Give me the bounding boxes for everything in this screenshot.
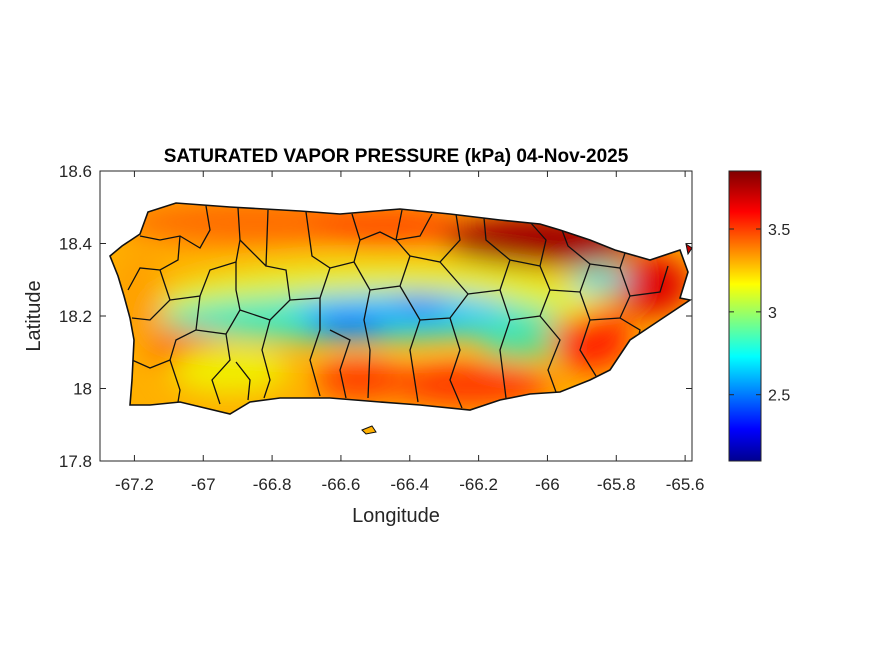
x-tick-label: -66.2 xyxy=(459,475,498,494)
x-tick-label: -66.4 xyxy=(390,475,429,494)
x-tick-label: -66 xyxy=(535,475,560,494)
warm-north-center xyxy=(310,206,470,246)
y-tick-label: 18.6 xyxy=(59,162,92,181)
hot-east xyxy=(610,255,690,315)
x-tick-label: -65.8 xyxy=(597,475,636,494)
colorbar-tick-label: 2.5 xyxy=(768,388,790,405)
y-axis-label: Latitude xyxy=(23,280,45,351)
x-tick-label: -66.8 xyxy=(253,475,292,494)
cool-east-ridge xyxy=(570,268,630,292)
colorbar-ticks: 2.5 3 3.5 xyxy=(729,222,790,405)
x-tick-label: -67 xyxy=(191,475,216,494)
hot-southeast xyxy=(550,310,630,370)
x-tick-label: -66.6 xyxy=(322,475,361,494)
warm-south-coast-1 xyxy=(390,365,550,405)
colorbar-tick-label: 3 xyxy=(768,305,777,322)
island-vieques-fragment xyxy=(685,242,693,256)
colorbar-tick-label: 3.5 xyxy=(768,222,790,239)
cold-center-west xyxy=(310,313,390,337)
chart-title: SATURATED VAPOR PRESSURE (kPa) 04-Nov-20… xyxy=(164,146,629,167)
island-small-caja-de-muertos xyxy=(361,425,377,435)
municipal-boundaries xyxy=(127,205,669,409)
y-tick-label: 17.8 xyxy=(59,452,92,471)
x-tick-label: -67.2 xyxy=(115,475,154,494)
heat-field xyxy=(110,203,690,414)
x-axis-label: Longitude xyxy=(352,505,440,527)
x-axis-ticks: -67.2 -67 -66.8 -66.6 -66.4 -66.2 -66 -65.8 -65.… xyxy=(115,171,704,494)
warm-south-coast-2 xyxy=(315,360,405,400)
y-tick-label: 18.4 xyxy=(59,235,92,254)
colorbar xyxy=(728,170,762,462)
cool-southeast xyxy=(480,331,560,359)
cold-center-east xyxy=(390,298,450,318)
yellow-southwest xyxy=(170,346,290,394)
y-axis-ticks: 17.8 18 18.2 18.4 18.6 xyxy=(59,162,692,471)
y-tick-label: 18 xyxy=(73,380,92,399)
y-tick-label: 18.2 xyxy=(59,307,92,326)
x-tick-label: -65.6 xyxy=(666,475,705,494)
